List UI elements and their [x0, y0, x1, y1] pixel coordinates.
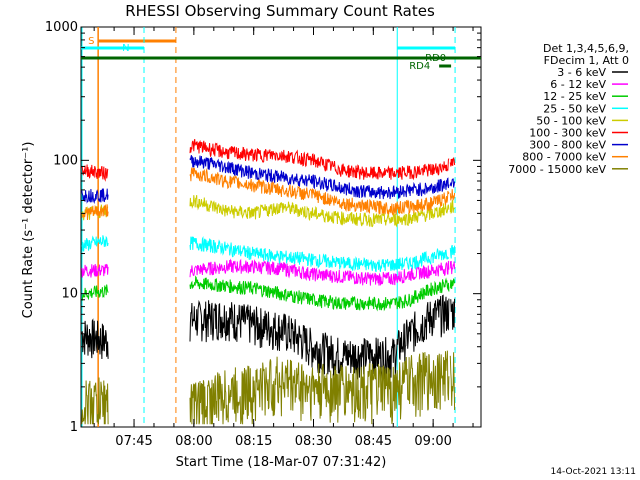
legend-label: 50 - 100 keV — [536, 114, 606, 127]
legend-label: 12 - 25 keV — [543, 90, 606, 103]
y-tick-label: 1000 — [45, 20, 78, 35]
series-line-7 — [81, 167, 456, 221]
legend-label: 3 - 6 keV — [557, 66, 606, 79]
y-tick-label: 100 — [53, 153, 78, 168]
legend-label: 6 - 12 keV — [550, 78, 606, 91]
legend-label: 100 - 300 keV — [529, 127, 606, 140]
legend-header: FDecim 1, Att 0 — [544, 54, 629, 67]
plot-frame — [80, 26, 482, 428]
flag-n-label: N — [122, 43, 129, 54]
x-tick-label: 09:00 — [414, 434, 451, 449]
series-line-6 — [81, 154, 456, 204]
legend-label: 25 - 50 keV — [543, 102, 606, 115]
x-tick-label: 08:45 — [355, 434, 392, 449]
x-tick-label: 08:00 — [175, 434, 212, 449]
legend-header: Det 1,3,4,5,6,9, — [543, 42, 629, 55]
y-axis-label: Count Rate (s⁻¹ detector⁻¹) — [21, 142, 36, 319]
x-axis-label: Start Time (18-Mar-07 07:31:42) — [176, 455, 387, 470]
legend-label: 300 - 800 keV — [529, 139, 606, 152]
series-line-3 — [81, 235, 456, 273]
series-line-0 — [81, 294, 456, 381]
chart-title: RHESSI Observing Summary Count Rates — [125, 2, 435, 20]
legend-label: 7000 - 15000 keV — [508, 163, 606, 176]
flag-rd0-label: RD0 — [425, 53, 446, 64]
x-tick-label: 08:30 — [295, 434, 332, 449]
y-tick-label: 10 — [61, 287, 78, 302]
x-tick-label: 08:15 — [235, 434, 272, 449]
legend-label: 800 - 7000 keV — [522, 151, 606, 164]
series-line-2 — [81, 275, 456, 312]
series-line-1 — [81, 258, 456, 286]
legend-layer: Det 1,3,4,5,6,9,FDecim 1, Att 03 - 6 keV… — [508, 42, 629, 176]
flag-s-label: S — [88, 36, 94, 47]
flag-rd4-label: RD4 — [409, 61, 430, 72]
footer-timestamp: 14-Oct-2021 13:11 — [551, 467, 636, 477]
series-line-5 — [81, 139, 456, 182]
y-tick-label: 1 — [70, 420, 78, 435]
series-layer — [81, 139, 456, 425]
series-line-8 — [81, 350, 456, 425]
axis-layer: 1 10 100 1000 07:45 08:00 08:15 08:30 08:45 09:00 — [45, 20, 481, 449]
x-tick-label: 07:45 — [115, 434, 152, 449]
